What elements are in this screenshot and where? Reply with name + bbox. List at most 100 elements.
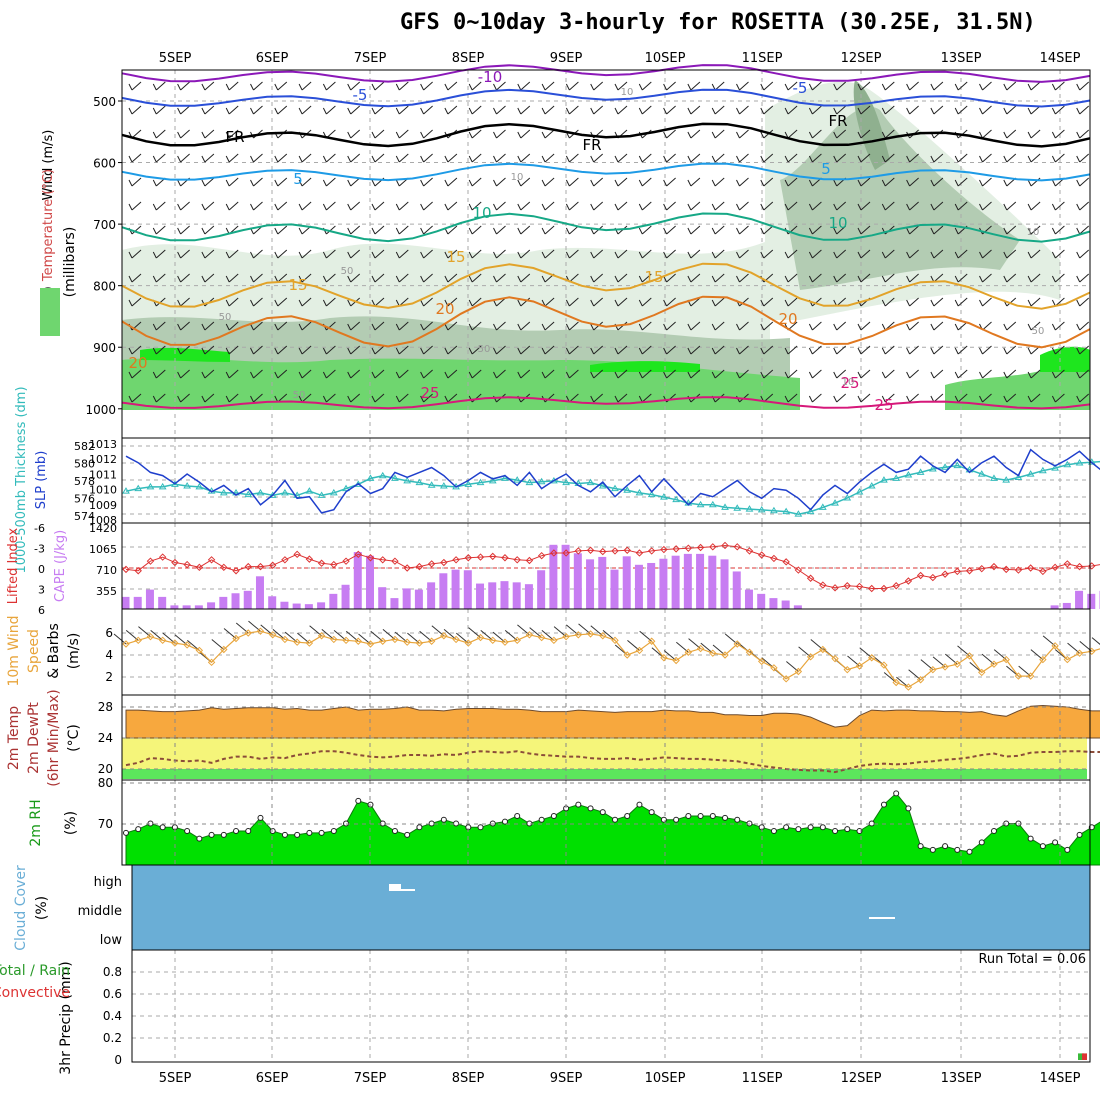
rh-point [270, 829, 275, 834]
wind-barb [931, 370, 943, 378]
wind-barb [639, 106, 651, 114]
rh-point [808, 825, 813, 830]
contour-label: 5 [293, 170, 303, 188]
wind-barb [591, 82, 603, 90]
cape-bar [476, 584, 484, 609]
wind-barb [178, 106, 190, 114]
cape-bar [513, 582, 521, 609]
wind-barb [1077, 322, 1089, 330]
y-tick-label-right: 1012 [89, 453, 117, 466]
rh-point [331, 829, 336, 834]
wind-barb [542, 154, 554, 162]
wind-barb [226, 106, 238, 114]
wind-barb [372, 226, 384, 234]
y-axis-title: (°C) [66, 724, 82, 752]
date-label-bottom: 14SEP [1040, 1071, 1081, 1086]
cape-bar [354, 552, 362, 609]
wind-barb [1077, 130, 1089, 138]
cape-bar [317, 602, 325, 609]
rh-point [979, 840, 984, 845]
contour-temp-minus10 [122, 65, 1090, 82]
wind-barb [737, 130, 749, 138]
wind-barb [809, 322, 821, 330]
y-tick-label: 28 [98, 700, 113, 714]
wind-barb [348, 130, 360, 138]
wind-barb [1004, 154, 1016, 162]
cape-bar [794, 605, 802, 609]
wind-barb [348, 178, 360, 186]
rh-point [698, 813, 703, 818]
cape-bar [464, 570, 472, 609]
contour-label: -5 [793, 79, 808, 97]
y-tick-label-right: 1065 [89, 543, 117, 556]
wind-barb [1052, 226, 1064, 234]
cape-bar [146, 590, 154, 609]
y-tick-label: 2 [105, 670, 113, 684]
rh-point [258, 815, 263, 820]
wind-barb [688, 106, 700, 114]
wind-barb [858, 370, 870, 378]
y-axis-title: Temperature (°C) [41, 169, 56, 282]
wind-barb [737, 178, 749, 186]
wind-barb [518, 106, 530, 114]
wind-barb [737, 202, 749, 210]
cape-bar [256, 576, 264, 609]
wind-barb [469, 154, 481, 162]
cape-bar [757, 594, 765, 609]
wind-barb [202, 154, 214, 162]
cape-bar [390, 598, 398, 609]
date-label-top: 11SEP [742, 51, 783, 66]
rh-point [661, 817, 666, 822]
wind-barb [226, 82, 238, 90]
rh-point [991, 829, 996, 834]
date-label-top: 14SEP [1040, 51, 1081, 66]
contour-label: FR [225, 128, 244, 146]
y-tick-label: 900 [93, 341, 116, 355]
wind-barb [469, 130, 481, 138]
wind-barb [1028, 130, 1040, 138]
rh-point [1053, 840, 1058, 845]
wind-barb [712, 106, 724, 114]
cloud-clear-patch [401, 889, 415, 891]
wind-barb [251, 154, 263, 162]
cape-bar [598, 557, 606, 609]
cape-bar [537, 570, 545, 609]
wind-barb [202, 202, 214, 210]
y-tick-label: low [100, 933, 123, 948]
date-label-bottom: 10SEP [645, 1071, 686, 1086]
cape-bar [488, 582, 496, 609]
wind-barb [518, 154, 530, 162]
wind-barb [323, 202, 335, 210]
wind-barb [712, 202, 724, 210]
rh-point [930, 847, 935, 852]
wind-barb [566, 178, 578, 186]
y-tick-label-left: -3 [34, 543, 45, 556]
rh-point [246, 829, 251, 834]
wind-barb [591, 178, 603, 186]
wind-barb [445, 154, 457, 162]
rh-contour-label: 50 [219, 312, 232, 323]
rh-contour-label: 50 [1032, 326, 1045, 337]
cape-bar [708, 556, 716, 609]
wind-barb [858, 322, 870, 330]
panel-frame [122, 609, 1090, 695]
wind-barb [809, 394, 821, 402]
rh-contour-label: 10 [621, 87, 634, 98]
wind-barb [178, 154, 190, 162]
wind-barb [153, 226, 165, 234]
rh-point [967, 849, 972, 854]
contour-label: FR [828, 112, 847, 130]
cape-bar [439, 573, 447, 609]
date-label-top: 6SEP [256, 51, 289, 66]
wind-barb [494, 130, 506, 138]
date-label-top: 13SEP [941, 51, 982, 66]
cape-bar [122, 597, 130, 609]
wind-barb [323, 82, 335, 90]
y-axis-title: (%) [63, 811, 79, 835]
wind-barb [688, 202, 700, 210]
cape-bar [500, 581, 508, 609]
cape-bar [342, 585, 350, 609]
cape-bar [170, 605, 178, 609]
wind-barb [1077, 178, 1089, 186]
rh-point [1065, 847, 1070, 852]
